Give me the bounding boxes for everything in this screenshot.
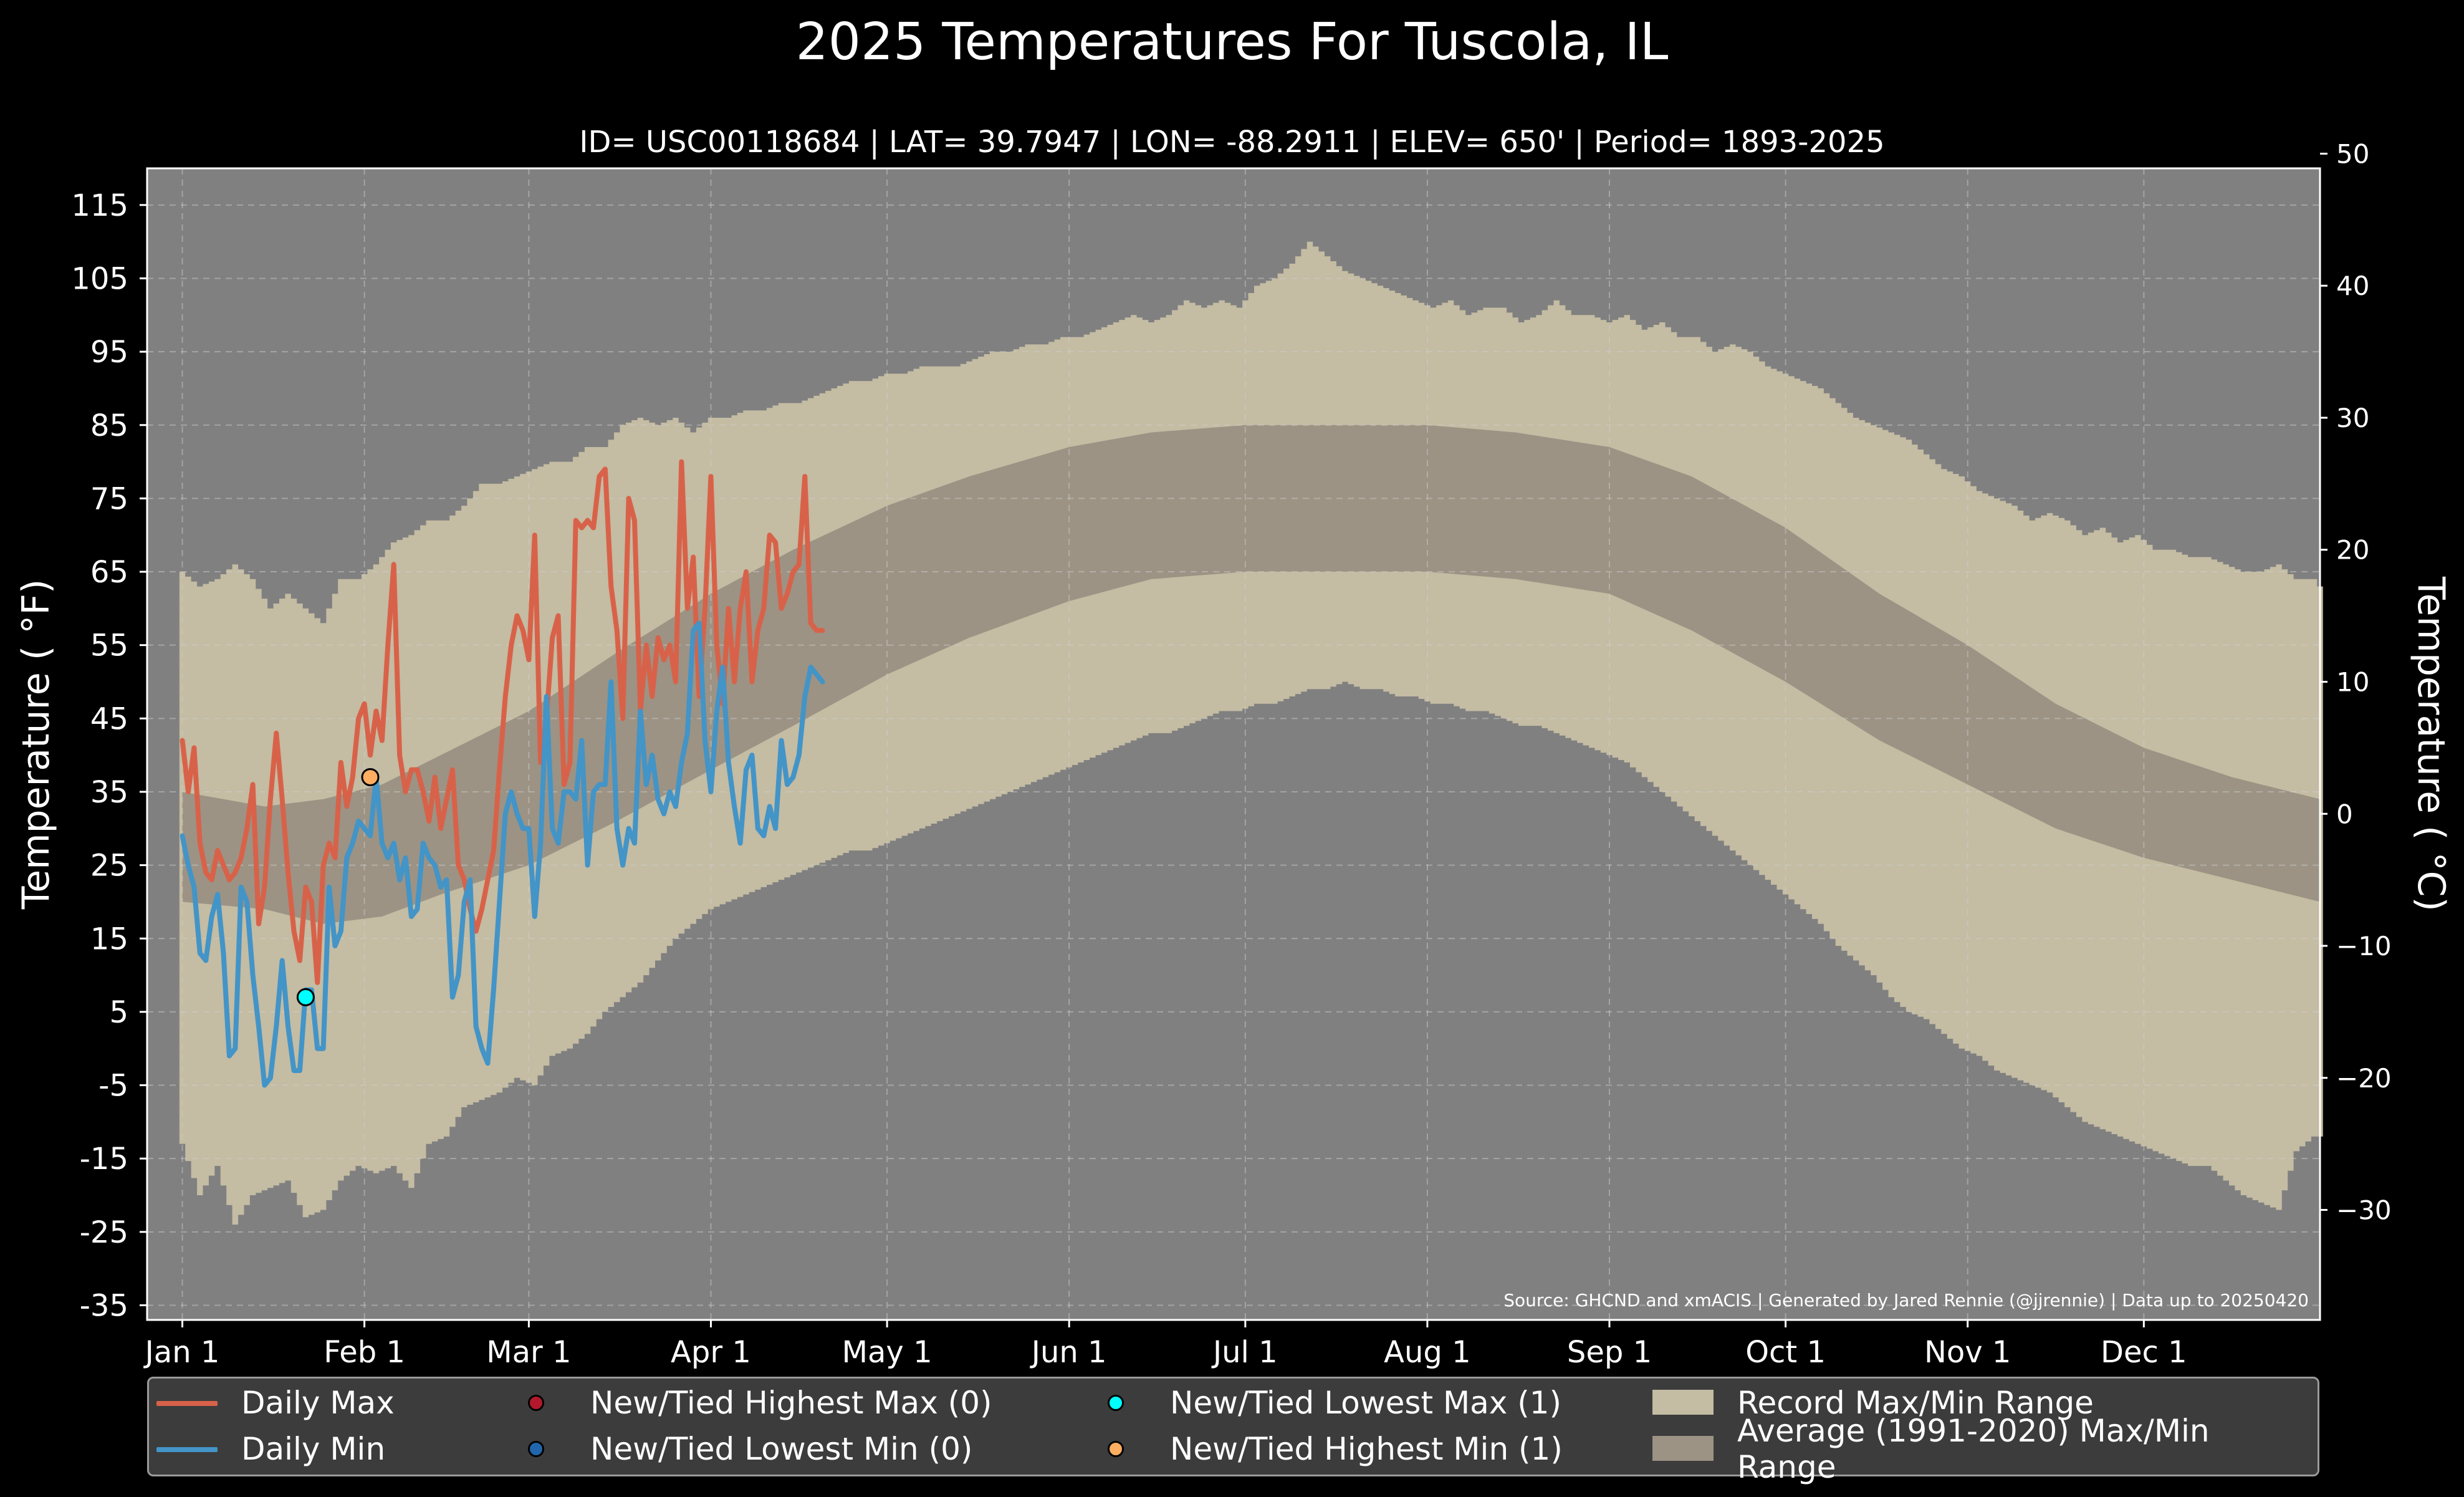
x-tick-label: Jul 1 xyxy=(1211,1335,1278,1370)
y-tick-label-left: 35 xyxy=(90,775,128,810)
legend-item: Record Max/Min Range xyxy=(1649,1381,2094,1425)
y-axis-label-right: Temperature ( °C) xyxy=(2409,576,2453,912)
y-tick-label-left: 75 xyxy=(90,481,128,516)
x-tick-label: Jan 1 xyxy=(143,1335,220,1370)
y-tick-label-right: 50 xyxy=(2336,138,2369,169)
plot-frame xyxy=(146,167,2321,1321)
legend-item: New/Tied Lowest Min (0) xyxy=(502,1427,972,1471)
x-tick-label: Nov 1 xyxy=(1924,1335,2011,1370)
y-tick-label-right: 20 xyxy=(2336,535,2369,566)
legend-swatch xyxy=(153,1427,221,1471)
y-tick-label-right: 10 xyxy=(2336,667,2369,698)
source-note: Source: GHCND and xmACIS | Generated by … xyxy=(1503,1290,2309,1311)
legend-label: New/Tied Highest Max (0) xyxy=(590,1385,992,1421)
normal-range-band xyxy=(182,425,2320,924)
x-tick-label: Mar 1 xyxy=(486,1335,571,1370)
record-marker xyxy=(361,768,380,786)
y-tick-label-left: 15 xyxy=(90,922,128,956)
x-tick-label: Sep 1 xyxy=(1567,1335,1652,1370)
x-tick-label: Apr 1 xyxy=(671,1335,751,1370)
x-tick-label: Oct 1 xyxy=(1745,1335,1826,1370)
chart-subtitle: ID= USC00118684 | LAT= 39.7947 | LON= -8… xyxy=(579,125,1885,160)
y-tick-label-left: -25 xyxy=(80,1215,128,1250)
x-tick-label: Jun 1 xyxy=(1030,1335,1107,1370)
y-tick-label-left: -5 xyxy=(98,1069,128,1104)
legend-swatch xyxy=(153,1381,221,1425)
y-tick-label-left: 115 xyxy=(71,188,128,223)
legend-label: Daily Min xyxy=(241,1431,386,1467)
x-tick-label: Aug 1 xyxy=(1384,1335,1471,1370)
y-tick-label-left: 55 xyxy=(90,628,128,663)
legend-item: New/Tied Highest Min (1) xyxy=(1081,1427,1563,1471)
legend-label: Daily Max xyxy=(241,1385,395,1421)
legend-label: Average (1991-2020) Max/Min Range xyxy=(1737,1413,2210,1485)
legend-swatch xyxy=(1081,1427,1150,1471)
legend-label: New/Tied Highest Min (1) xyxy=(1170,1431,1563,1467)
record-marker xyxy=(296,988,315,1006)
legend-swatch xyxy=(502,1427,570,1471)
x-tick-label: Feb 1 xyxy=(324,1335,405,1370)
y-tick-label-left: -35 xyxy=(80,1288,128,1323)
x-tick-label: May 1 xyxy=(842,1335,932,1370)
y-tick-label-left: 95 xyxy=(90,335,128,370)
y-tick-label-right: −30 xyxy=(2336,1195,2392,1226)
x-tick-label: Dec 1 xyxy=(2101,1335,2187,1370)
legend-swatch xyxy=(1081,1381,1150,1425)
y-tick-label-left: 45 xyxy=(90,701,128,736)
y-tick-label-right: −10 xyxy=(2336,931,2392,961)
y-tick-label-left: 85 xyxy=(90,408,128,443)
legend-item: Daily Min xyxy=(153,1427,385,1471)
chart-legend: Daily Max Daily Min New/Tied Highest Max (… xyxy=(147,1377,2319,1485)
y-tick-label-left: 105 xyxy=(71,261,128,296)
chart-title: 2025 Temperatures For Tuscola, IL xyxy=(795,12,1669,72)
y-tick-label-left: -15 xyxy=(80,1142,128,1177)
y-axis-label-left: Temperature ( °F) xyxy=(14,579,58,910)
legend-label: New/Tied Lowest Min (0) xyxy=(590,1431,973,1467)
legend-swatch xyxy=(502,1381,570,1425)
legend-item: New/Tied Highest Max (0) xyxy=(502,1381,992,1425)
legend-item: New/Tied Lowest Max (1) xyxy=(1081,1381,1561,1425)
y-tick-label-right: 0 xyxy=(2336,799,2353,829)
legend-item: Daily Max xyxy=(153,1381,395,1425)
y-tick-label-left: 25 xyxy=(90,849,128,883)
y-tick-label-left: 5 xyxy=(109,995,128,1030)
y-tick-label-right: 40 xyxy=(2336,271,2369,301)
y-tick-label-right: 30 xyxy=(2336,403,2369,433)
legend-item: Average (1991-2020) Max/Min Range xyxy=(1649,1413,2318,1485)
daily-min-line xyxy=(180,620,825,1088)
legend-label: New/Tied Lowest Max (1) xyxy=(1170,1385,1562,1421)
y-tick-label-left: 65 xyxy=(90,555,128,590)
legend-label: Record Max/Min Range xyxy=(1737,1385,2094,1421)
record-range-area xyxy=(179,241,2323,1225)
legend-swatch xyxy=(1649,1381,1717,1425)
daily-max-line xyxy=(180,459,825,985)
legend-swatch xyxy=(1649,1427,1717,1471)
y-tick-label-right: −20 xyxy=(2336,1063,2392,1094)
